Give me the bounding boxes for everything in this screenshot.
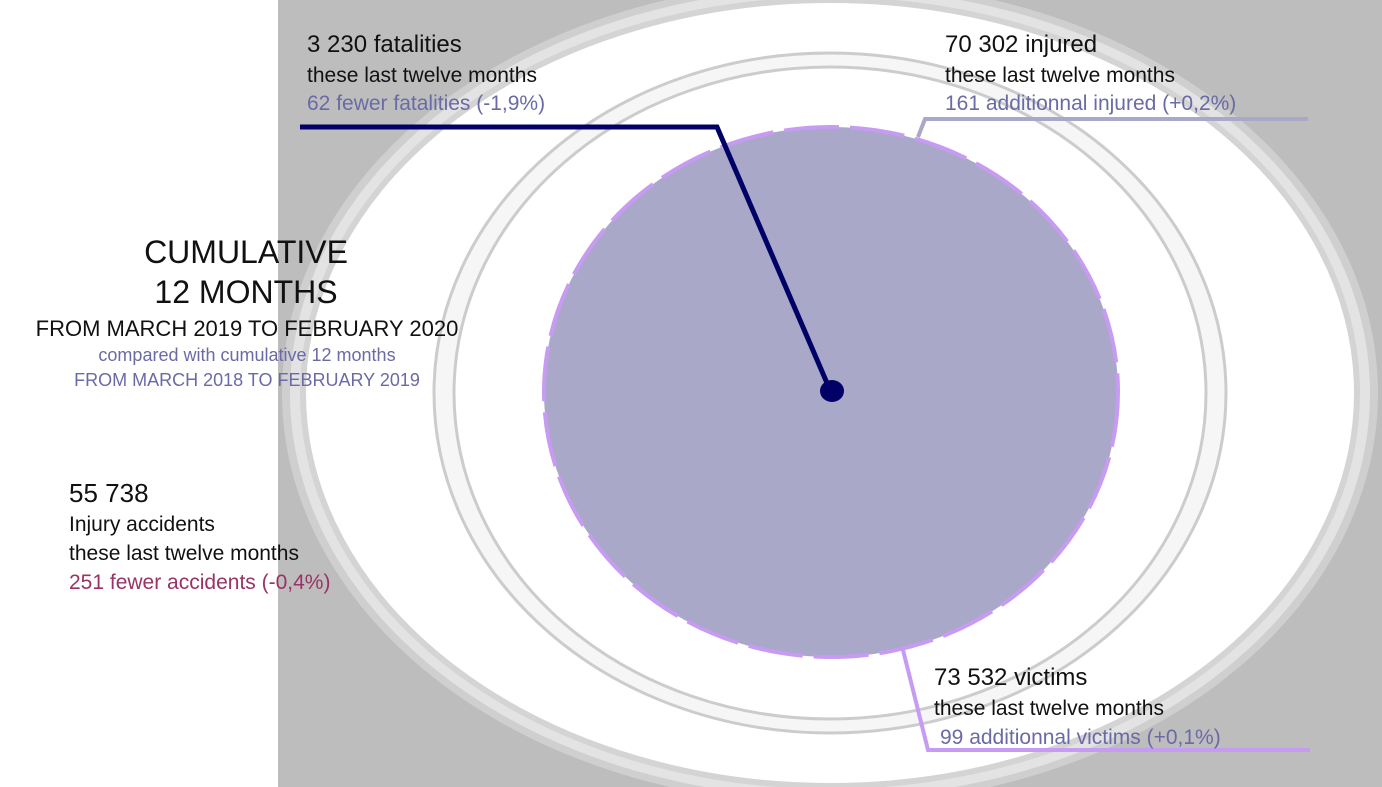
victims-change: 99 additionnal victims (+0,1%) [940, 726, 1221, 749]
fatalities-change: 62 fewer fatalities (-1,9%) [307, 92, 546, 115]
fatalities-dot [820, 380, 844, 402]
injured-leader-line [916, 117, 1308, 138]
accidents-period: these last twelve months [69, 542, 299, 565]
compare-line2: FROM MARCH 2018 TO FEBRUARY 2019 [74, 370, 420, 390]
victims-period: these last twelve months [934, 697, 1164, 720]
accidents-label: Injury accidents [69, 513, 215, 536]
period-label: FROM MARCH 2019 TO FEBRUARY 2020 [35, 316, 459, 341]
victims-value: 73 532 victims [934, 664, 1088, 691]
page-title-line1: CUMULATIVE [144, 234, 348, 270]
accidents-value: 55 738 [69, 478, 149, 508]
compare-line1: compared with cumulative 12 months [98, 345, 396, 365]
fatalities-value: 3 230 fatalities [307, 31, 462, 58]
accidents-change: 251 fewer accidents (-0,4%) [69, 571, 331, 594]
injured-period: these last twelve months [945, 64, 1175, 87]
victims-leader-line [901, 649, 1310, 752]
fatalities-leader-line [300, 124, 833, 391]
page-title-line2: 12 MONTHS [154, 274, 338, 310]
victims-dashed-outline [542, 125, 1120, 659]
injured-value: 70 302 injured [945, 31, 1098, 58]
injured-change: 161 additionnal injured (+0,2%) [945, 92, 1237, 115]
fatalities-period: these last twelve months [307, 64, 537, 87]
